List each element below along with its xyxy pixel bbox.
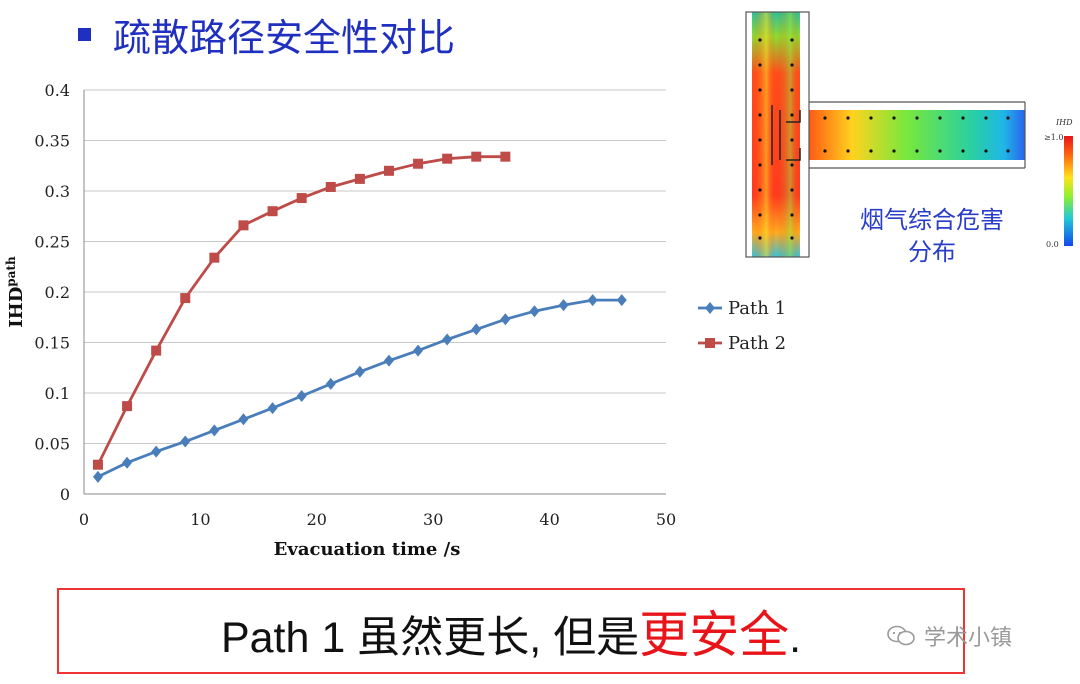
legend-label: Path 2	[728, 333, 786, 354]
data-point	[354, 365, 365, 378]
slide-title-text: 疏散路径安全性对比	[113, 15, 456, 60]
legend-label: Path 1	[728, 298, 786, 319]
data-point	[616, 294, 627, 307]
legend-marker	[705, 338, 715, 348]
heatmap-caption: 烟气综合危害 分布	[838, 204, 1026, 268]
data-point	[180, 435, 191, 448]
data-point	[471, 323, 482, 336]
data-point	[442, 153, 453, 164]
colorbar	[1064, 136, 1073, 246]
data-point	[267, 206, 278, 217]
x-tick-label: 30	[423, 510, 443, 529]
data-point	[267, 402, 278, 415]
data-point	[413, 158, 424, 169]
wechat-icon	[887, 625, 915, 646]
series-line-path-1	[97, 298, 622, 479]
data-point	[325, 181, 336, 192]
conclusion-text: Path 1 虽然更长, 但是更安全.	[221, 595, 801, 667]
conclusion-suffix: .	[789, 614, 802, 662]
x-tick-label: 40	[539, 510, 559, 529]
vertical-corridor-texture	[752, 12, 800, 257]
heatmap-caption-line2: 分布	[908, 238, 956, 266]
heatmap-caption-line1: 烟气综合危害	[860, 206, 1004, 234]
conclusion-prefix: Path 1 虽然更长, 但是	[220, 614, 640, 662]
data-point	[151, 445, 162, 458]
data-point	[92, 459, 103, 470]
data-point	[151, 345, 162, 356]
x-tick-label: 0	[79, 510, 89, 529]
occupant-dots	[758, 38, 1010, 240]
data-point	[209, 252, 220, 263]
data-point	[354, 173, 365, 184]
data-point	[383, 165, 394, 176]
legend-marker	[705, 302, 715, 314]
data-point	[209, 424, 220, 437]
data-point	[122, 401, 133, 412]
watermark: 学术小镇	[886, 620, 1012, 652]
data-point	[296, 390, 307, 403]
y-tick-label: 0.4	[45, 81, 70, 100]
y-tick-label: 0	[60, 485, 70, 504]
conclusion-emphasis: 更安全	[639, 606, 790, 664]
slide-title: 疏散路径安全性对比	[78, 8, 455, 60]
data-point	[558, 299, 569, 312]
y-tick-label: 0.3	[45, 182, 70, 201]
y-tick-label: 0.35	[34, 132, 70, 151]
data-point	[383, 354, 394, 367]
x-axis-title: Evacuation time /s	[274, 539, 461, 560]
smoke-hazard-heatmap	[745, 11, 1026, 258]
data-point	[122, 456, 133, 469]
data-point	[238, 220, 249, 231]
y-axis-title: IHDpath	[4, 256, 27, 328]
data-point	[587, 294, 598, 307]
data-point	[325, 377, 336, 390]
colorbar-max-label: ≥1.0	[1044, 133, 1064, 142]
data-point	[471, 151, 482, 162]
data-point	[296, 193, 307, 204]
watermark-text: 学术小镇	[924, 626, 1013, 651]
data-point	[413, 344, 424, 357]
data-point	[180, 293, 191, 304]
y-tick-label: 0.25	[34, 233, 70, 252]
data-point	[529, 305, 540, 318]
x-tick-label: 20	[307, 510, 327, 529]
x-tick-label: 50	[656, 510, 676, 529]
x-tick-label: 10	[190, 510, 210, 529]
ihd-line-chart: 0 0.05 0.1 0.15 0.2 0.25 0.3 0.35 0.4 0 10 20 30 40 50…	[4, 81, 786, 560]
y-tick-label: 0.2	[45, 283, 70, 302]
data-point	[500, 151, 511, 162]
conclusion-box: Path 1 虽然更长, 但是更安全.	[57, 588, 965, 674]
data-point	[442, 333, 453, 346]
colorbar-title: IHD	[1056, 118, 1073, 127]
data-point	[92, 470, 103, 483]
y-tick-label: 0.15	[34, 334, 70, 353]
corridor-walls	[745, 11, 810, 258]
y-tick-label: 0.05	[34, 435, 70, 454]
y-tick-label: 0.1	[45, 384, 70, 403]
bullet-icon	[78, 27, 91, 41]
data-point	[500, 313, 511, 326]
data-point	[238, 413, 249, 426]
colorbar-min-label: 0.0	[1046, 240, 1059, 249]
